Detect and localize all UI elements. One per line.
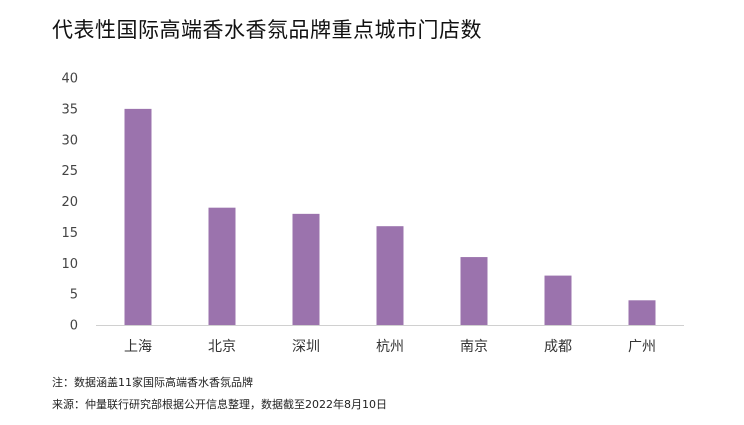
bar [544, 275, 572, 325]
x-tick-label: 上海 [124, 339, 152, 355]
bars [124, 108, 656, 325]
y-tick-label: 0 [70, 319, 78, 334]
y-tick-label: 15 [61, 226, 78, 241]
bar [292, 213, 320, 325]
bar [628, 300, 656, 325]
y-tick-label: 10 [61, 257, 78, 272]
y-tick-label: 30 [61, 133, 78, 148]
x-tick-label: 深圳 [292, 339, 320, 355]
bar [460, 257, 488, 325]
x-tick-label: 广州 [628, 339, 656, 355]
bar [208, 207, 236, 325]
x-axis: 上海 北京 深圳 杭州 南京 成都 广州 [124, 339, 656, 355]
y-axis: 0 5 10 15 20 25 30 35 40 [61, 72, 78, 334]
y-tick-label: 35 [61, 102, 78, 117]
chart-title: 代表性国际高端香水香氛品牌重点城市门店数 [52, 18, 482, 42]
x-tick-label: 成都 [544, 339, 572, 355]
x-tick-label: 南京 [460, 339, 488, 355]
bar [376, 226, 404, 325]
y-tick-label: 40 [61, 72, 78, 87]
footnote-source: 来源：仲量联行研究部根据公开信息整理，数据截至2022年8月10日 [52, 398, 387, 411]
x-tick-label: 杭州 [376, 339, 404, 355]
y-tick-label: 5 [70, 288, 78, 303]
x-tick-label: 北京 [208, 339, 236, 355]
y-tick-label: 25 [61, 164, 78, 179]
footnote-note: 注：数据涵盖11家国际高端香水香氛品牌 [52, 376, 253, 389]
bar [124, 108, 152, 325]
y-tick-label: 20 [61, 195, 78, 210]
